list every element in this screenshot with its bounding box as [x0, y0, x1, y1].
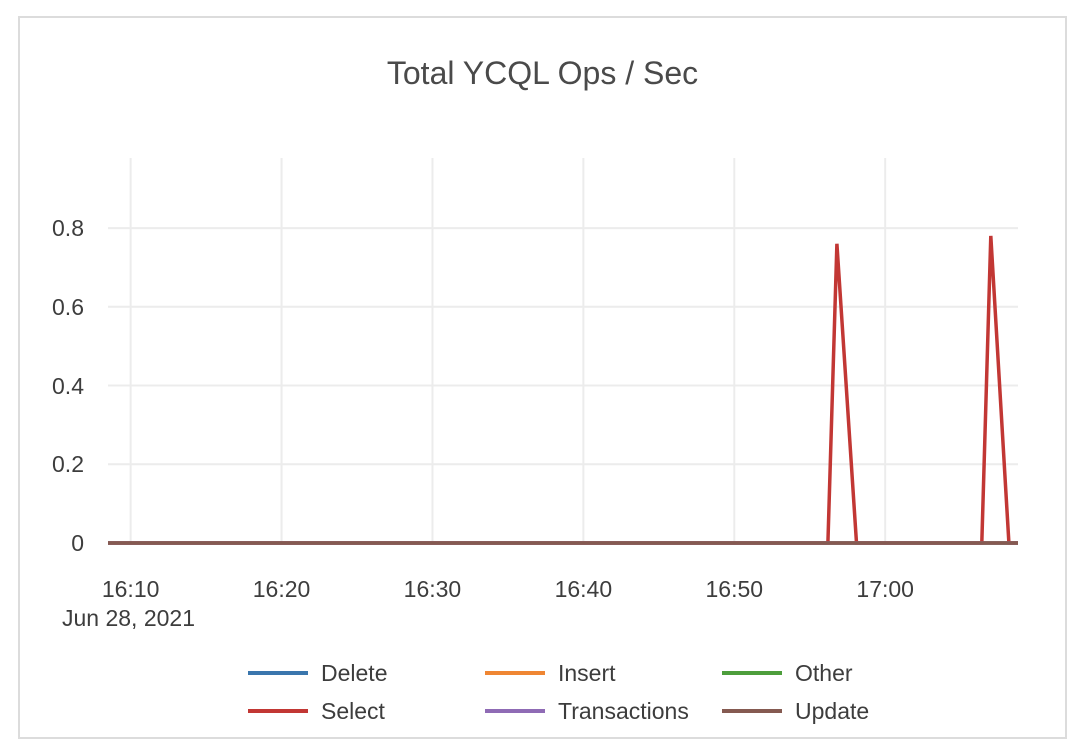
legend-item-other[interactable]: Other: [722, 659, 853, 687]
legend-swatch-transactions: [485, 709, 545, 713]
y-tick-label: 0.2: [52, 451, 84, 478]
legend-label: Other: [795, 659, 853, 686]
legend-item-delete[interactable]: Delete: [248, 659, 387, 687]
y-tick-label: 0: [71, 530, 84, 556]
legend-item-update[interactable]: Update: [722, 697, 869, 725]
legend-swatch-delete: [248, 671, 308, 675]
legend-swatch-select: [248, 709, 308, 713]
x-tick-label: 16:50: [705, 576, 764, 602]
legend-label: Insert: [558, 659, 616, 686]
x-tick-label: 16:30: [403, 576, 462, 602]
legend-item-insert[interactable]: Insert: [485, 659, 616, 687]
y-tick-label: 0.8: [52, 215, 84, 242]
y-tick-label: 0.4: [52, 372, 84, 399]
chart-title: Total YCQL Ops / Sec: [386, 55, 699, 91]
legend-swatch-other: [722, 671, 782, 675]
legend-label: Delete: [321, 659, 388, 686]
legend-label: Transactions: [558, 697, 689, 724]
legend-swatch-update: [722, 709, 782, 713]
chart-card: [18, 16, 1067, 739]
legend-item-select[interactable]: Select: [248, 697, 385, 725]
x-tick-label: 16:10: [101, 576, 160, 602]
x-tick-label: 16:20: [252, 576, 311, 602]
series-line-select: [108, 235, 1018, 545]
legend-item-transactions[interactable]: Transactions: [485, 697, 689, 725]
legend-label: Select: [321, 697, 385, 724]
x-tick-label: 16:40: [554, 576, 613, 602]
legend-swatch-insert: [485, 671, 545, 675]
legend-label: Update: [795, 697, 870, 724]
y-tick-label: 0.6: [52, 293, 84, 320]
x-axis-date-label: Jun 28, 2021: [62, 605, 196, 631]
x-tick-label: 17:00: [856, 576, 914, 602]
